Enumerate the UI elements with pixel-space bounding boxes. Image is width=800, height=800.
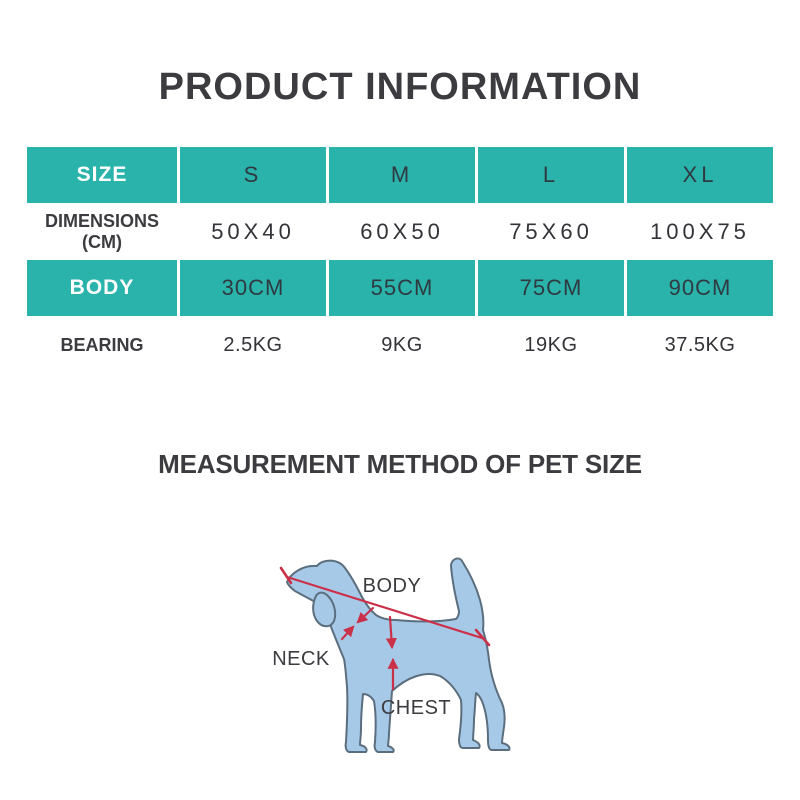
dimensions-cell-m: 60X50 — [329, 203, 475, 260]
bearing-cell-m: 9KG — [329, 316, 475, 375]
row-header-bearing: BEARING — [27, 316, 177, 375]
body-measure-nose-tick — [279, 566, 293, 585]
table-row-dimensions: DIMENSIONS (CM) 50X40 60X50 75X60 100X75 — [27, 203, 773, 260]
dog-ear — [312, 591, 337, 628]
size-cell-l: L — [478, 147, 624, 203]
size-cell-xl: XL — [627, 147, 773, 203]
row-header-size: SIZE — [27, 147, 177, 203]
size-chart-table: SIZE S M L XL DIMENSIONS (CM) 50X40 60X5… — [24, 147, 776, 375]
neck-arrow-up-icon — [340, 625, 355, 641]
table-row-body: BODY 30CM 55CM 75CM 90CM — [27, 260, 773, 316]
table-row-size: SIZE S M L XL — [27, 147, 773, 203]
dimensions-cell-l: 75X60 — [478, 203, 624, 260]
pet-measurement-diagram: BODY NECK CHEST — [272, 557, 511, 753]
chest-label: CHEST — [381, 697, 451, 719]
body-cell-m: 55CM — [329, 260, 475, 316]
table-row-bearing: BEARING 2.5KG 9KG 19KG 37.5KG — [27, 316, 773, 375]
body-label: BODY — [363, 575, 422, 597]
body-measurement-line — [285, 575, 484, 640]
dog-silhouette-image — [286, 557, 511, 753]
dimensions-cell-s: 50X40 — [180, 203, 326, 260]
row-header-body: BODY — [27, 260, 177, 316]
size-cell-m: M — [329, 147, 475, 203]
body-cell-xl: 90CM — [627, 260, 773, 316]
body-cell-s: 30CM — [180, 260, 326, 316]
row-header-dimensions: DIMENSIONS (CM) — [27, 203, 177, 260]
dimensions-cell-xl: 100X75 — [627, 203, 773, 260]
section-title: MEASUREMENT METHOD OF PET SIZE — [158, 449, 642, 479]
size-cell-s: S — [180, 147, 326, 203]
body-measure-tail-tick — [474, 628, 491, 647]
page-title: PRODUCT INFORMATION — [158, 66, 642, 108]
body-cell-l: 75CM — [478, 260, 624, 316]
chest-arrow-down-icon — [385, 615, 397, 650]
bearing-cell-l: 19KG — [478, 316, 624, 375]
neck-arrow-down-icon — [356, 606, 375, 624]
bearing-cell-xl: 37.5KG — [627, 316, 773, 375]
neck-label: NECK — [272, 648, 330, 670]
bearing-cell-s: 2.5KG — [180, 316, 326, 375]
